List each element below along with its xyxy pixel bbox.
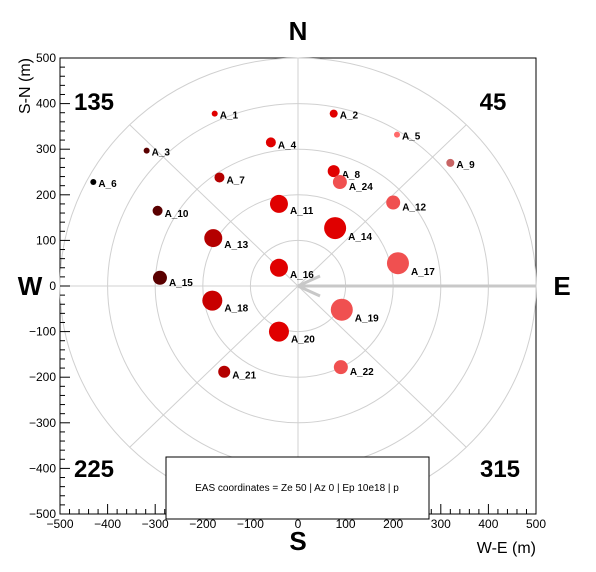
y-tick-label: −300 — [29, 416, 56, 430]
compass-east: E — [553, 271, 570, 301]
station-label: A_8 — [342, 170, 361, 181]
station-marker — [204, 229, 223, 248]
grid-spoke — [297, 285, 467, 448]
info-box-text: EAS coordinates = Ze 50 | Az 0 | Ep 10e1… — [195, 483, 399, 494]
azimuth-label-225: 225 — [74, 456, 114, 483]
station-label: A_17 — [411, 267, 435, 278]
y-tick-label: −200 — [29, 370, 56, 384]
station-label: A_1 — [220, 111, 239, 122]
station-marker — [202, 290, 223, 311]
y-tick-label: −100 — [29, 325, 56, 339]
x-tick-label: 0 — [295, 517, 302, 531]
info-box-frame — [165, 456, 430, 520]
station-marker — [329, 109, 338, 118]
station-marker — [332, 175, 347, 190]
arrow-head-upper — [297, 274, 321, 288]
arrow-head-lower — [297, 284, 321, 298]
y-tick-label: 500 — [36, 51, 56, 65]
grid-spoke — [129, 285, 299, 448]
station-marker — [211, 110, 218, 117]
station-label: A_12 — [402, 203, 426, 214]
station-label: A_18 — [224, 304, 248, 315]
station-label: A_24 — [349, 182, 373, 193]
x-tick-label: 500 — [526, 517, 546, 531]
station-label: A_22 — [350, 367, 374, 378]
x-tick-label: 300 — [431, 517, 451, 531]
compass-south: S — [289, 526, 306, 556]
station-label: A_13 — [224, 240, 248, 251]
station-marker — [143, 147, 150, 154]
y-axis-title: S-N (m) — [17, 58, 34, 114]
station-label: A_20 — [291, 335, 315, 346]
azimuth-label-135: 135 — [74, 89, 114, 116]
station-label: A_15 — [169, 278, 193, 289]
compass-north: N — [289, 16, 308, 46]
x-tick-label: −200 — [189, 517, 216, 531]
y-tick-label: 400 — [36, 97, 56, 111]
station-marker — [214, 172, 225, 183]
x-tick-label: −100 — [237, 517, 264, 531]
station-marker — [152, 205, 163, 216]
station-marker — [152, 270, 167, 285]
x-tick-label: 100 — [336, 517, 356, 531]
y-tick-label: 200 — [36, 188, 56, 202]
station-label: A_3 — [152, 148, 171, 159]
grid-spoke — [129, 124, 299, 287]
station-marker — [269, 194, 288, 213]
station-marker — [386, 195, 401, 210]
azimuth-label-315: 315 — [480, 456, 520, 483]
station-marker — [386, 252, 409, 275]
station-label: A_21 — [232, 371, 256, 382]
station-marker — [269, 258, 288, 277]
grid-spoke — [297, 124, 467, 287]
azimuth-label-45: 45 — [480, 89, 507, 116]
x-tick-label: −400 — [94, 517, 121, 531]
station-label: A_5 — [402, 132, 421, 143]
station-marker — [265, 137, 276, 148]
compass-west: W — [18, 271, 43, 301]
station-label: A_7 — [226, 175, 245, 186]
station-marker — [268, 321, 289, 342]
axes: −500 −400 −300 −200 −100 0 100 200 300 400 500 −500… — [29, 51, 546, 531]
station-marker — [394, 131, 401, 138]
y-tick-label: −400 — [29, 461, 56, 475]
info-box: EAS coordinates = Ze 50 | Az 0 | Ep 10e1… — [165, 456, 430, 520]
station-label: A_11 — [290, 206, 314, 217]
y-tick-label: 300 — [36, 142, 56, 156]
y-tick-label: −500 — [29, 507, 56, 521]
station-marker — [90, 179, 97, 186]
shower-direction-arrow — [297, 274, 536, 298]
station-label: A_19 — [355, 314, 379, 325]
station-marker — [218, 365, 231, 378]
x-tick-label: −300 — [142, 517, 169, 531]
station-marker — [330, 298, 353, 321]
station-label: A_4 — [278, 140, 297, 151]
x-tick-label: 400 — [478, 517, 498, 531]
x-tick-label: 200 — [383, 517, 403, 531]
x-axis-title: W-E (m) — [477, 540, 536, 557]
y-tick-label: 100 — [36, 233, 56, 247]
station-label: A_2 — [340, 111, 359, 122]
station-label: A_14 — [348, 232, 372, 243]
stations: A_1 A_2 A_3 A_4 A_5 A_6 A_7 A_8 A_9 A_10 A_11 A_12 A… — [90, 109, 475, 382]
station-label: A_6 — [98, 179, 117, 190]
station-marker — [446, 158, 455, 167]
station-marker — [324, 217, 347, 240]
station-label: A_10 — [165, 209, 189, 220]
station-label: A_9 — [456, 160, 475, 171]
station-marker — [327, 165, 340, 178]
x-tick-label: −500 — [46, 517, 73, 531]
station-marker — [333, 360, 348, 375]
station-label: A_16 — [290, 270, 314, 281]
y-tick-label: 0 — [49, 279, 56, 293]
